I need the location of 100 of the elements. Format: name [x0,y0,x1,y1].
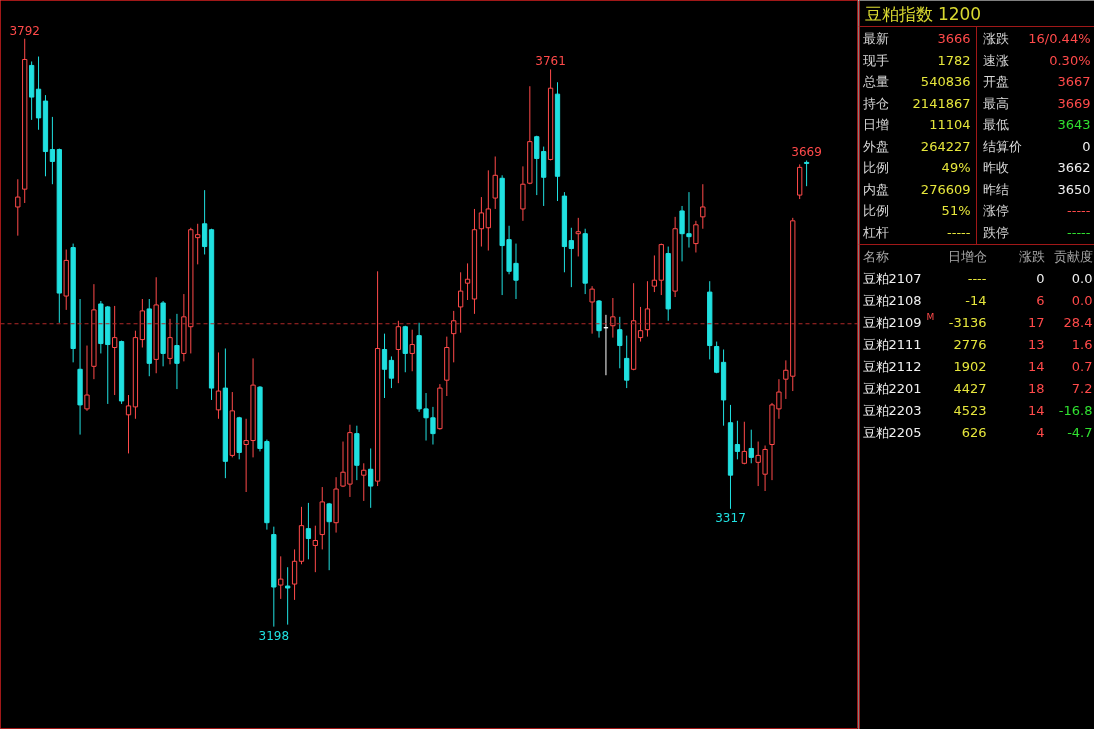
candlestick [368,447,374,509]
text: 日增 [862,117,889,132]
text: 最低 [982,117,1009,132]
candlestick [285,566,291,626]
text: 豆粕2203 [862,403,922,418]
text: 1782 [937,52,971,68]
candlestick [201,189,208,255]
text: 跌停 [982,224,1009,240]
text: 540836 [920,74,971,89]
candlestick [644,280,651,338]
candlestick [395,320,402,384]
text: ----- [1067,203,1091,218]
candlestick [748,429,754,464]
annotation: 3792 [9,23,40,38]
text: 0 [1082,138,1091,154]
text: 豆粕2111 [862,337,922,352]
text: 0.0 [1071,271,1093,286]
text: -16.8 [1058,403,1093,418]
text: 比例 [862,160,889,175]
text: 豆粕2107 [862,271,922,286]
candlestick [451,310,457,363]
text: 总量 [861,74,889,89]
text: 0.7 [1071,359,1093,374]
text: 0.0 [1071,293,1093,308]
candlestick [409,329,415,372]
text: 3666 [937,31,971,46]
candlestick [610,297,616,339]
candlestick [84,345,90,412]
text: 3669 [1057,95,1091,111]
candlestick [15,178,21,237]
candlestick [457,271,464,334]
text: 涨停 [982,203,1009,218]
text: 结算价 [982,138,1022,154]
text: 1902 [953,359,987,374]
text: 4427 [953,381,987,396]
text: 11104 [929,117,971,132]
candlestick [464,262,471,301]
text: 豆粕2201 [862,381,922,396]
text: 3662 [1057,160,1091,175]
text: 264227 [920,138,971,154]
text: 2141867 [912,95,971,111]
text: 3643 [1057,117,1091,132]
text: 626 [961,425,987,440]
text: 贡献度 [1053,249,1093,264]
annotation: 3198 [258,628,290,643]
text: 4 [1036,425,1045,440]
text: 昨结 [982,181,1009,197]
text: 比例 [862,203,889,218]
candlestick [167,318,173,365]
candlestick [215,351,222,420]
candlestick [693,220,699,253]
candlestick [568,227,574,288]
text: 最高 [982,95,1009,111]
candlestick [803,159,810,187]
text: 涨跌 [1018,249,1045,264]
text: 18 [1027,381,1045,396]
text: 276609 [920,181,971,197]
text: 3667 [1057,74,1091,89]
text: 名称 [862,249,889,264]
text: 0 [1036,271,1045,286]
candlestick [312,525,318,573]
text: 2776 [953,337,987,352]
text: 速涨 [982,52,1009,68]
candlestick [291,548,298,601]
text: 豆粕2109 [862,315,922,330]
text: M [926,311,935,322]
text: 杠杆 [861,224,889,240]
text: 13 [1027,337,1045,352]
candlestick [651,254,658,293]
text: ----- [947,224,971,240]
annotation: 3761 [535,54,566,69]
candlestick [492,155,498,210]
text: ---- [967,271,987,286]
candlestick [700,183,706,230]
candlestick [326,502,332,571]
text: 49% [941,160,971,175]
text: 豆粕2112 [862,359,922,374]
candlestick [278,555,284,600]
text: 16/0.44% [1028,31,1091,46]
text: 0.30% [1049,52,1091,68]
text: 豆粕2205 [862,425,922,440]
text: 6 [1036,293,1045,308]
text: 14 [1027,403,1045,418]
candlestick [125,394,132,454]
text: 开盘 [982,74,1009,89]
candlestick [637,306,644,343]
text: -3136 [948,315,987,330]
text: 14 [1027,359,1045,374]
candlestick [478,196,485,248]
candlestick [174,313,180,390]
text: 最新 [862,31,889,46]
candlestick [734,420,741,460]
candlestick [305,502,312,560]
text: 外盘 [862,138,889,154]
candlestick [741,421,747,465]
candlestick [624,335,630,389]
text: 昨收 [982,160,1009,175]
annotation: 3317 [715,510,746,525]
text: -4.7 [1067,425,1093,440]
candlestick [589,285,595,335]
